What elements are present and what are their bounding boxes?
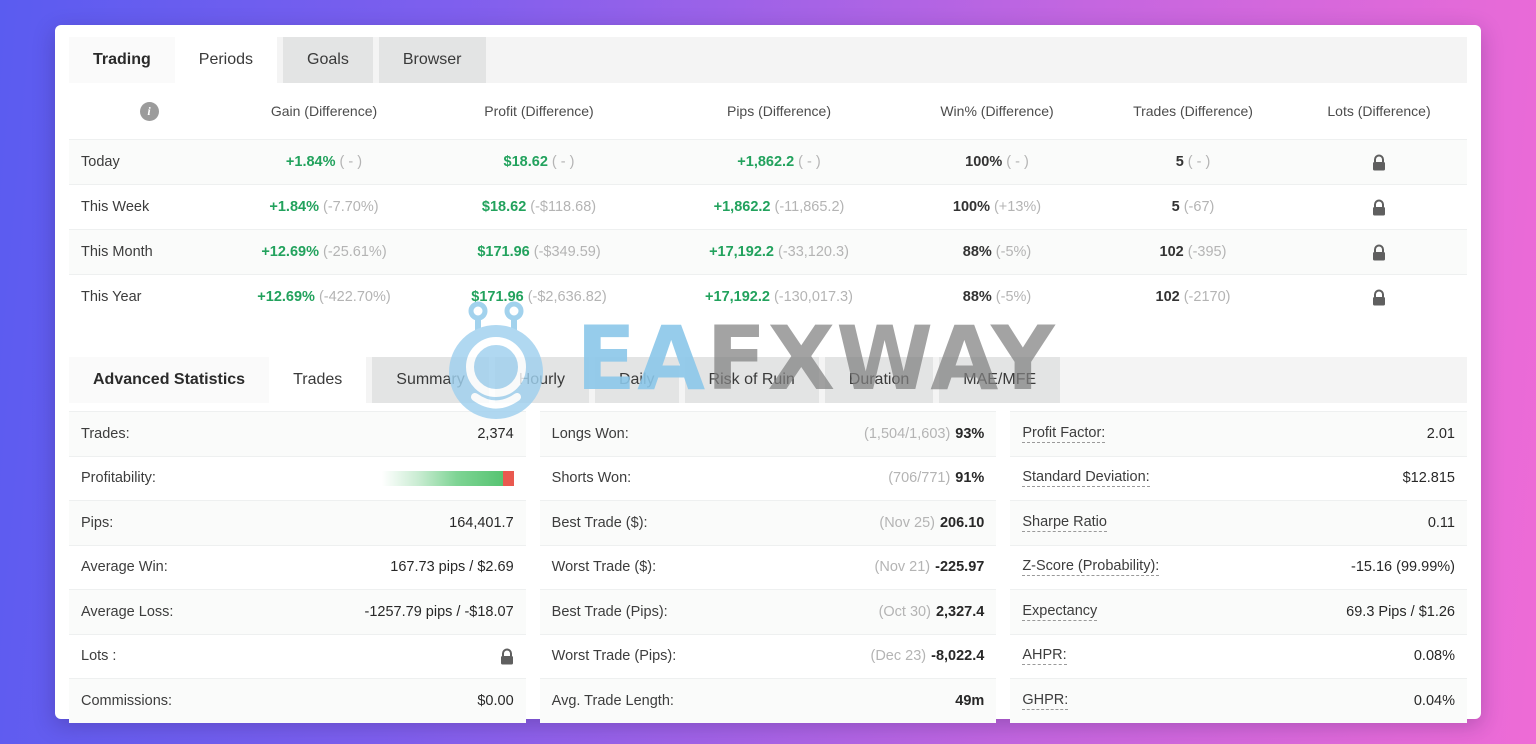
header-pips: Pips (Difference) bbox=[726, 103, 831, 119]
stat-row-avg-trade-length: Avg. Trade Length: 49m bbox=[539, 678, 997, 723]
tab-risk-of-ruin[interactable]: Risk of Ruin bbox=[684, 357, 819, 403]
stat-row-average-win: Average Win: 167.73 pips / $2.69 bbox=[69, 544, 526, 590]
header-gain: Gain (Difference) bbox=[270, 103, 378, 119]
lock-icon bbox=[1373, 244, 1385, 260]
tab-summary[interactable]: Summary bbox=[372, 357, 489, 403]
stat-row-best-trade-usd: Best Trade ($): (Nov 25) 206.10 bbox=[539, 500, 997, 545]
primary-tabbar: Trading Periods Goals Browser bbox=[69, 37, 1467, 83]
tab-browser[interactable]: Browser bbox=[378, 37, 486, 83]
periods-table: i Gain (Difference) Profit (Difference) … bbox=[69, 83, 1467, 319]
header-win: Win% (Difference) bbox=[940, 103, 1054, 119]
row-label: Today bbox=[81, 154, 120, 170]
lock-icon bbox=[500, 648, 513, 665]
advanced-statistics-grid: Trades: 2,374 Profitability: Pips: 164,4… bbox=[69, 411, 1467, 723]
stat-row-worst-trade-usd: Worst Trade ($): (Nov 21) -225.97 bbox=[539, 544, 997, 590]
lock-icon bbox=[1373, 154, 1385, 170]
tab-trades[interactable]: Trades bbox=[269, 357, 367, 403]
table-row-today: Today +1.84%( - ) $18.62( - ) +1,862.2( … bbox=[69, 139, 1467, 184]
tab-mae-mfe[interactable]: MAE/MFE bbox=[939, 357, 1061, 403]
tab-periods[interactable]: Periods bbox=[174, 37, 278, 83]
header-lots: Lots (Difference) bbox=[1327, 103, 1431, 119]
header-trades: Trades (Difference) bbox=[1133, 103, 1253, 119]
advanced-statistics-tabbar: Advanced Statistics Trades Summary Hourl… bbox=[69, 357, 1467, 403]
tab-goals[interactable]: Goals bbox=[283, 37, 373, 83]
table-row-this-week: This Week +1.84% (-7.70%) $18.62 (-$118.68… bbox=[69, 184, 1467, 229]
tab-advanced-statistics[interactable]: Advanced Statistics bbox=[69, 357, 270, 403]
stat-row-expectancy: Expectancy 69.3 Pips / $1.26 bbox=[1010, 589, 1467, 634]
stats-panel: Trading Periods Goals Browser i Gain (Di… bbox=[55, 25, 1481, 723]
stat-row-pips: Pips: 164,401.7 bbox=[69, 500, 526, 545]
header-profit: Profit (Difference) bbox=[484, 103, 594, 119]
periods-header-row: i Gain (Difference) Profit (Difference) … bbox=[69, 83, 1467, 139]
row-label: This Year bbox=[81, 289, 142, 305]
stat-row-profit-factor: Profit Factor: 2.01 bbox=[1010, 411, 1467, 456]
lock-icon bbox=[1373, 289, 1385, 305]
stat-row-commissions: Commissions: $0.00 bbox=[69, 678, 526, 723]
row-label: This Month bbox=[81, 244, 153, 260]
table-row-this-month: This Month +12.69% (-25.61%) $171.96 (-$34… bbox=[69, 229, 1467, 274]
stat-row-worst-trade-pips: Worst Trade (Pips): (Dec 23) -8,022.4 bbox=[539, 633, 997, 679]
stat-row-standard-deviation: Standard Deviation: $12.815 bbox=[1010, 455, 1467, 501]
tab-trading[interactable]: Trading bbox=[69, 37, 175, 83]
stat-row-sharpe-ratio: Sharpe Ratio 0.11 bbox=[1010, 500, 1467, 545]
stat-row-best-trade-pips: Best Trade (Pips): (Oct 30) 2,327.4 bbox=[539, 589, 997, 634]
info-icon[interactable]: i bbox=[139, 101, 159, 121]
stat-row-ahpr: AHPR: 0.08% bbox=[1010, 633, 1467, 679]
stat-row-ghpr: GHPR: 0.04% bbox=[1010, 678, 1467, 723]
tab-hourly[interactable]: Hourly bbox=[494, 357, 589, 403]
stat-row-shorts-won: Shorts Won: (706/771) 91% bbox=[539, 455, 997, 501]
stats-middle-column: Longs Won: (1,504/1,603) 93% Shorts Won: … bbox=[539, 411, 997, 723]
stats-left-column: Trades: 2,374 Profitability: Pips: 164,4… bbox=[69, 411, 526, 723]
profitability-bar bbox=[381, 470, 514, 486]
stat-row-z-score: Z-Score (Probability): -15.16 (99.99%) bbox=[1010, 544, 1467, 590]
tab-duration[interactable]: Duration bbox=[824, 357, 934, 403]
stats-right-column: Profit Factor: 2.01 Standard Deviation: … bbox=[1010, 411, 1467, 723]
stat-row-trades: Trades: 2,374 bbox=[69, 411, 526, 456]
stat-row-profitability: Profitability: bbox=[69, 455, 526, 501]
lock-icon bbox=[1373, 199, 1385, 215]
stat-row-longs-won: Longs Won: (1,504/1,603) 93% bbox=[539, 411, 997, 456]
table-row-this-year: This Year +12.69% (-422.70%) $171.96 (-$2,… bbox=[69, 274, 1467, 319]
stat-row-average-loss: Average Loss: -1257.79 pips / -$18.07 bbox=[69, 589, 526, 634]
stat-row-lots: Lots : bbox=[69, 633, 526, 679]
tab-daily[interactable]: Daily bbox=[594, 357, 679, 403]
row-label: This Week bbox=[81, 199, 150, 215]
